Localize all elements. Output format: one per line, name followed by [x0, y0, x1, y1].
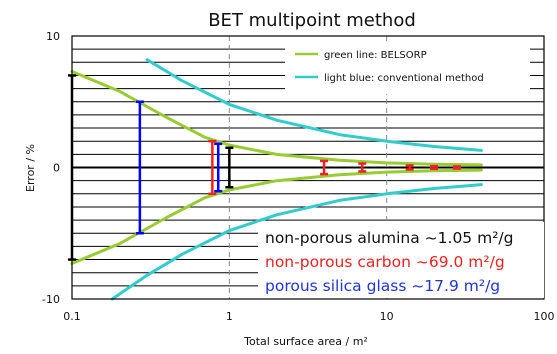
- legend-background: [285, 44, 530, 94]
- y-tick-label: 0: [53, 162, 60, 175]
- legend-label-conventional: light blue: conventional method: [324, 73, 484, 84]
- plot-frame: [71, 35, 545, 300]
- error-bar: [225, 146, 234, 189]
- error-bar: [135, 100, 144, 235]
- error-bar: [453, 165, 462, 170]
- y-tick-label: -10: [42, 293, 60, 306]
- series-layer: [70, 58, 483, 301]
- error-bar: [320, 159, 329, 176]
- series-line-conventional-lower: [110, 183, 483, 301]
- error-bar: [358, 162, 367, 173]
- annotation-background: [258, 222, 544, 298]
- y-axis-label: Error / %: [24, 144, 37, 192]
- annotation-box: non-porous alumina ~1.05 m²/g non-porous…: [258, 222, 544, 298]
- annotation-silica: porous silica glass ~17.9 m²/g: [265, 277, 500, 295]
- x-axis-label: Total surface area / m²: [243, 335, 368, 348]
- x-tick-label: 1: [226, 310, 233, 323]
- annotation-alumina: non-porous alumina ~1.05 m²/g: [265, 229, 513, 247]
- legend-label-belsorp: green line: BELSORP: [324, 50, 427, 61]
- error-bar: [208, 139, 217, 196]
- error-bar: [214, 142, 223, 193]
- error-bar: [430, 164, 439, 171]
- y-tick-label: 10: [46, 30, 60, 43]
- legend: green line: BELSORP light blue: conventi…: [285, 44, 530, 94]
- chart-title: BET multipoint method: [208, 10, 416, 31]
- series-line-conventional-upper: [145, 58, 483, 152]
- annotation-carbon: non-porous carbon ~69.0 m²/g: [265, 253, 505, 271]
- x-tick-label: 10: [380, 310, 394, 323]
- series-line-belsorp-lower: [70, 168, 483, 265]
- x-tick-label: 100: [534, 310, 555, 323]
- x-tick-label: 0.1: [63, 310, 81, 323]
- series-line-belsorp-upper: [70, 70, 483, 167]
- error-bar: [405, 164, 414, 171]
